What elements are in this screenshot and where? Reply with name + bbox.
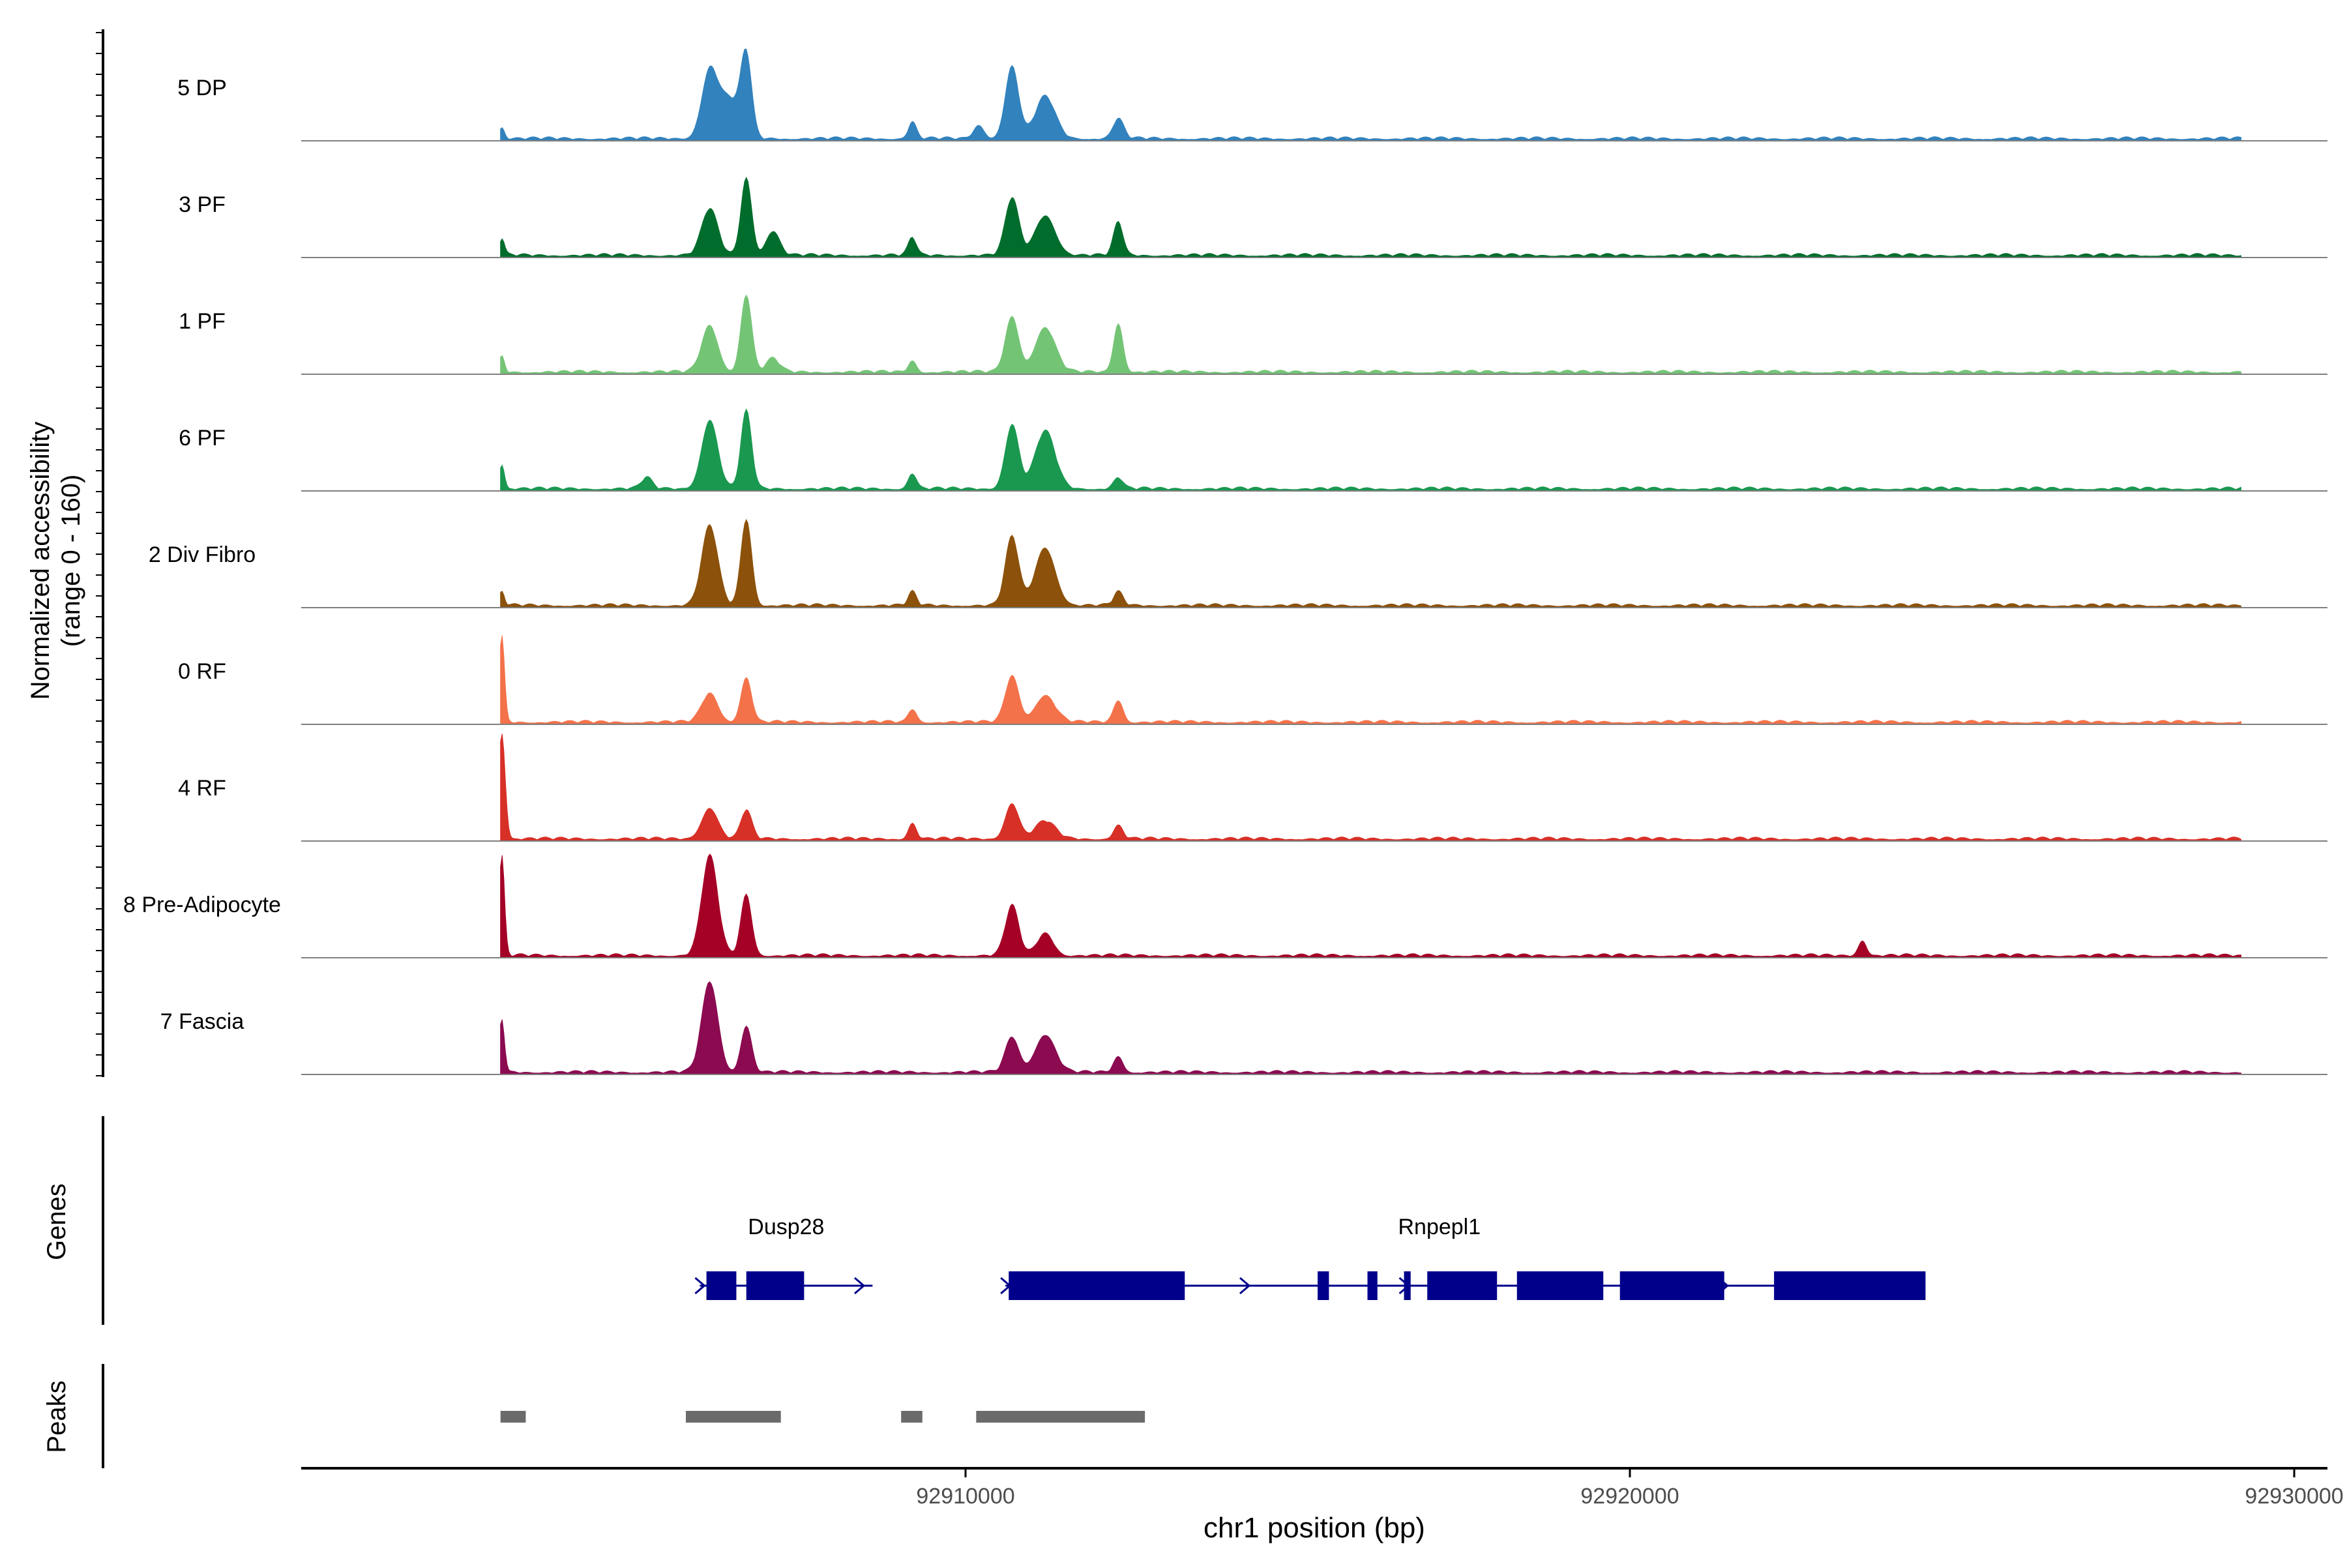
peak-region-1 [500,1411,526,1423]
track-label-2: 3 PF [179,192,226,217]
gene-name-rnpepl1: Rnpepl1 [1398,1215,1481,1239]
x-axis-tick-label: 92930000 [2245,1484,2343,1509]
gene-name-dusp28: Dusp28 [748,1215,824,1239]
coverage-area-6 [500,635,2241,725]
track-labels: 5 DP 3 PF 1 PF 6 PF 2 Div Fibro 0 RF 4 RF 8 Pre… [123,76,281,1034]
coverage-tracks [301,48,2327,1075]
track-label-9: 7 Fascia [160,1009,244,1034]
track-label-1: 5 DP [177,76,227,100]
exon-dusp28 [706,1271,737,1300]
track-label-6: 0 RF [178,659,226,684]
accessibility-axis [96,29,104,1077]
exon-rnpepl1 [1318,1271,1329,1300]
coverage-area-8 [500,853,2241,958]
exon-rnpepl1 [1009,1271,1185,1300]
x-axis-ticks: 92910000 92920000 92930000 [916,1468,2344,1509]
strand-arrow-icon [694,1277,706,1295]
track-label-8: 8 Pre-Adipocyte [123,893,281,917]
exon-rnpepl1 [1774,1271,1926,1300]
track-label-4: 6 PF [179,426,226,451]
strand-arrow-icon [1239,1277,1251,1295]
exon-rnpepl1 [1427,1271,1498,1300]
y-axis-label-line1: Normalized accessibility [26,422,55,700]
peak-region-4 [976,1411,1145,1423]
track-label-5: 2 Div Fibro [149,542,256,567]
coverage-area-5 [500,518,2241,608]
exon-dusp28 [746,1271,804,1300]
track-label-3: 1 PF [179,309,226,334]
peak-region-2 [686,1411,781,1423]
exon-rnpepl1 [1367,1271,1378,1300]
x-axis-tick-label: 92920000 [1580,1484,1679,1509]
track-label-7: 4 RF [178,776,226,801]
coverage-area-4 [500,408,2241,492]
exon-rnpepl1 [1404,1271,1411,1300]
exon-rnpepl1 [1516,1271,1604,1300]
peak-region-3 [901,1411,923,1423]
genes-panel-label: Genes [42,1183,71,1260]
y-axis-label-line2: (range 0 - 160) [57,475,85,647]
strand-arrow-icon [853,1277,866,1295]
gene-annotations: Dusp28 Rnpepl1 [694,1215,1926,1300]
peaks-panel-label: Peaks [42,1380,71,1453]
coverage-area-3 [500,294,2241,375]
peak-regions [500,1411,1145,1423]
x-axis-tick-label: 92910000 [916,1484,1014,1509]
coverage-area-1 [500,48,2241,141]
coverage-area-2 [500,177,2241,258]
x-axis-label: chr1 position (bp) [1203,1512,1425,1544]
coverage-area-7 [500,733,2241,842]
exon-rnpepl1 [1619,1271,1724,1300]
coverage-area-9 [500,981,2241,1075]
